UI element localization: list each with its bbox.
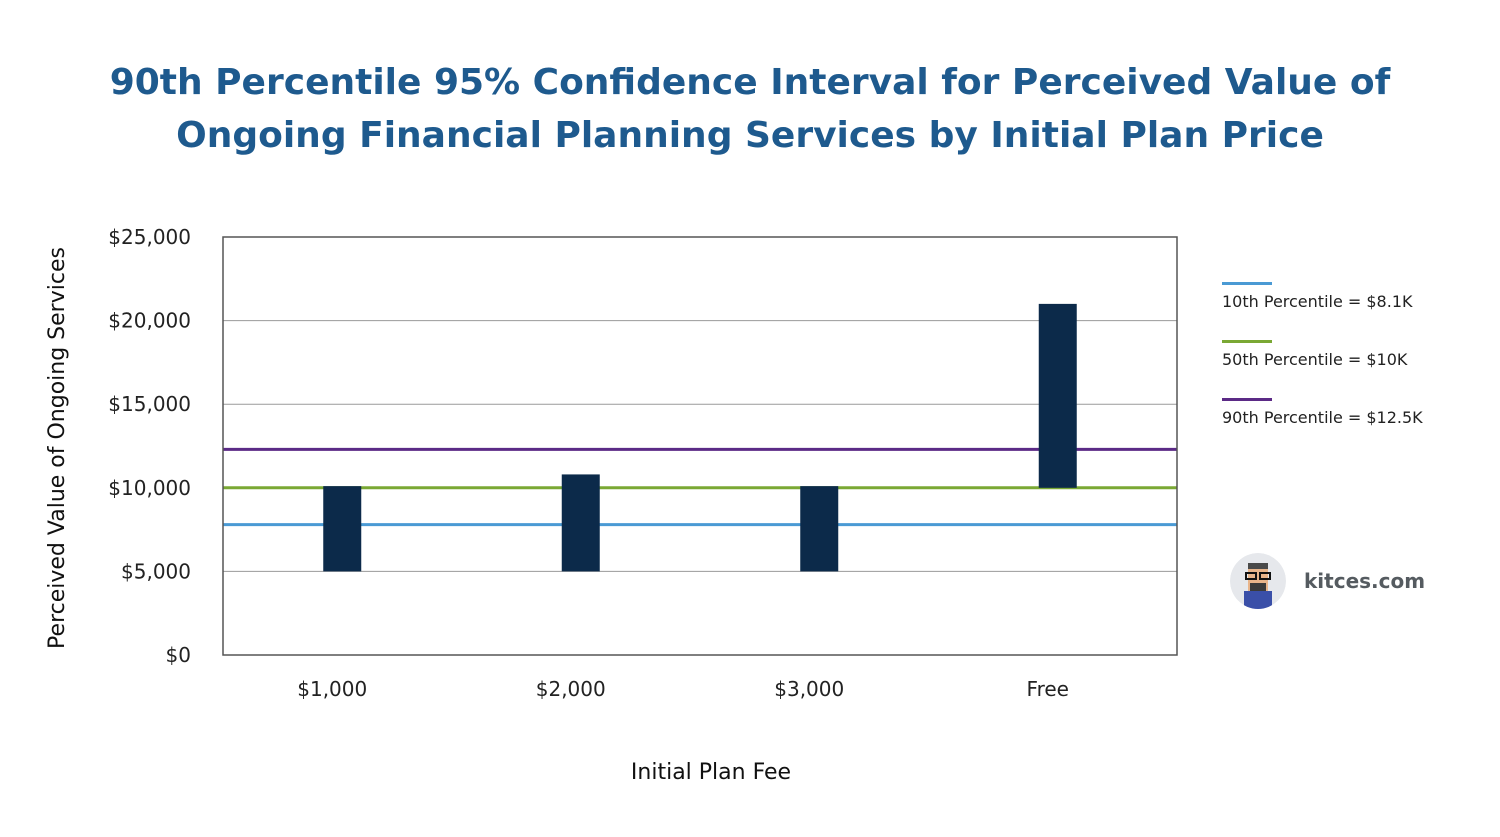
x-tick-label: $2,000 xyxy=(536,677,606,701)
y-tick-label: $10,000 xyxy=(108,476,191,500)
legend-swatch xyxy=(1222,398,1272,401)
y-axis-title: Perceived Value of Ongoing Services xyxy=(45,247,70,649)
range-bar xyxy=(800,486,839,572)
brand-site-name: kitces.com xyxy=(1304,569,1426,593)
y-tick-label: $0 xyxy=(166,643,191,667)
range-bars xyxy=(323,303,1077,572)
chart-legend: 10th Percentile = $8.1K 50th Percentile =… xyxy=(1222,270,1492,444)
x-tick-label: Free xyxy=(1027,677,1069,701)
chart-title-line-2: Ongoing Financial Planning Services by I… xyxy=(176,115,1324,156)
legend-item: 50th Percentile = $10K xyxy=(1222,328,1492,386)
brand-badge: kitces.com xyxy=(1230,553,1425,609)
y-tick-label: $5,000 xyxy=(121,559,191,583)
kitces-avatar-icon xyxy=(1230,553,1286,609)
legend-swatch xyxy=(1222,340,1272,343)
x-axis-ticks: $1,000 $2,000 $3,000 Free xyxy=(297,677,1069,701)
legend-label: 10th Percentile = $8.1K xyxy=(1222,292,1413,311)
legend-swatch xyxy=(1222,282,1272,285)
x-tick-label: $1,000 xyxy=(297,677,367,701)
y-axis-ticks: $0 $5,000 $10,000 $15,000 $20,000 $25,000 xyxy=(108,225,191,667)
x-tick-label: $3,000 xyxy=(774,677,844,701)
legend-label: 50th Percentile = $10K xyxy=(1222,350,1408,369)
grid-lines xyxy=(223,236,1177,656)
range-bar xyxy=(1038,303,1077,488)
y-tick-label: $25,000 xyxy=(108,225,191,249)
y-tick-label: $20,000 xyxy=(108,309,191,333)
reference-lines xyxy=(223,447,1177,527)
chart-title-line-1: 90th Percentile 95% Confidence Interval … xyxy=(109,62,1391,103)
legend-item: 90th Percentile = $12.5K xyxy=(1222,386,1492,444)
plot-frame xyxy=(222,236,1178,656)
legend-label: 90th Percentile = $12.5K xyxy=(1222,408,1423,427)
chart-title: 90th Percentile 95% Confidence Interval … xyxy=(0,56,1500,162)
x-axis-title: Initial Plan Fee xyxy=(631,760,791,785)
range-bar xyxy=(561,474,600,572)
legend-item: 10th Percentile = $8.1K xyxy=(1222,270,1492,328)
range-bar xyxy=(323,486,362,572)
y-tick-label: $15,000 xyxy=(108,392,191,416)
